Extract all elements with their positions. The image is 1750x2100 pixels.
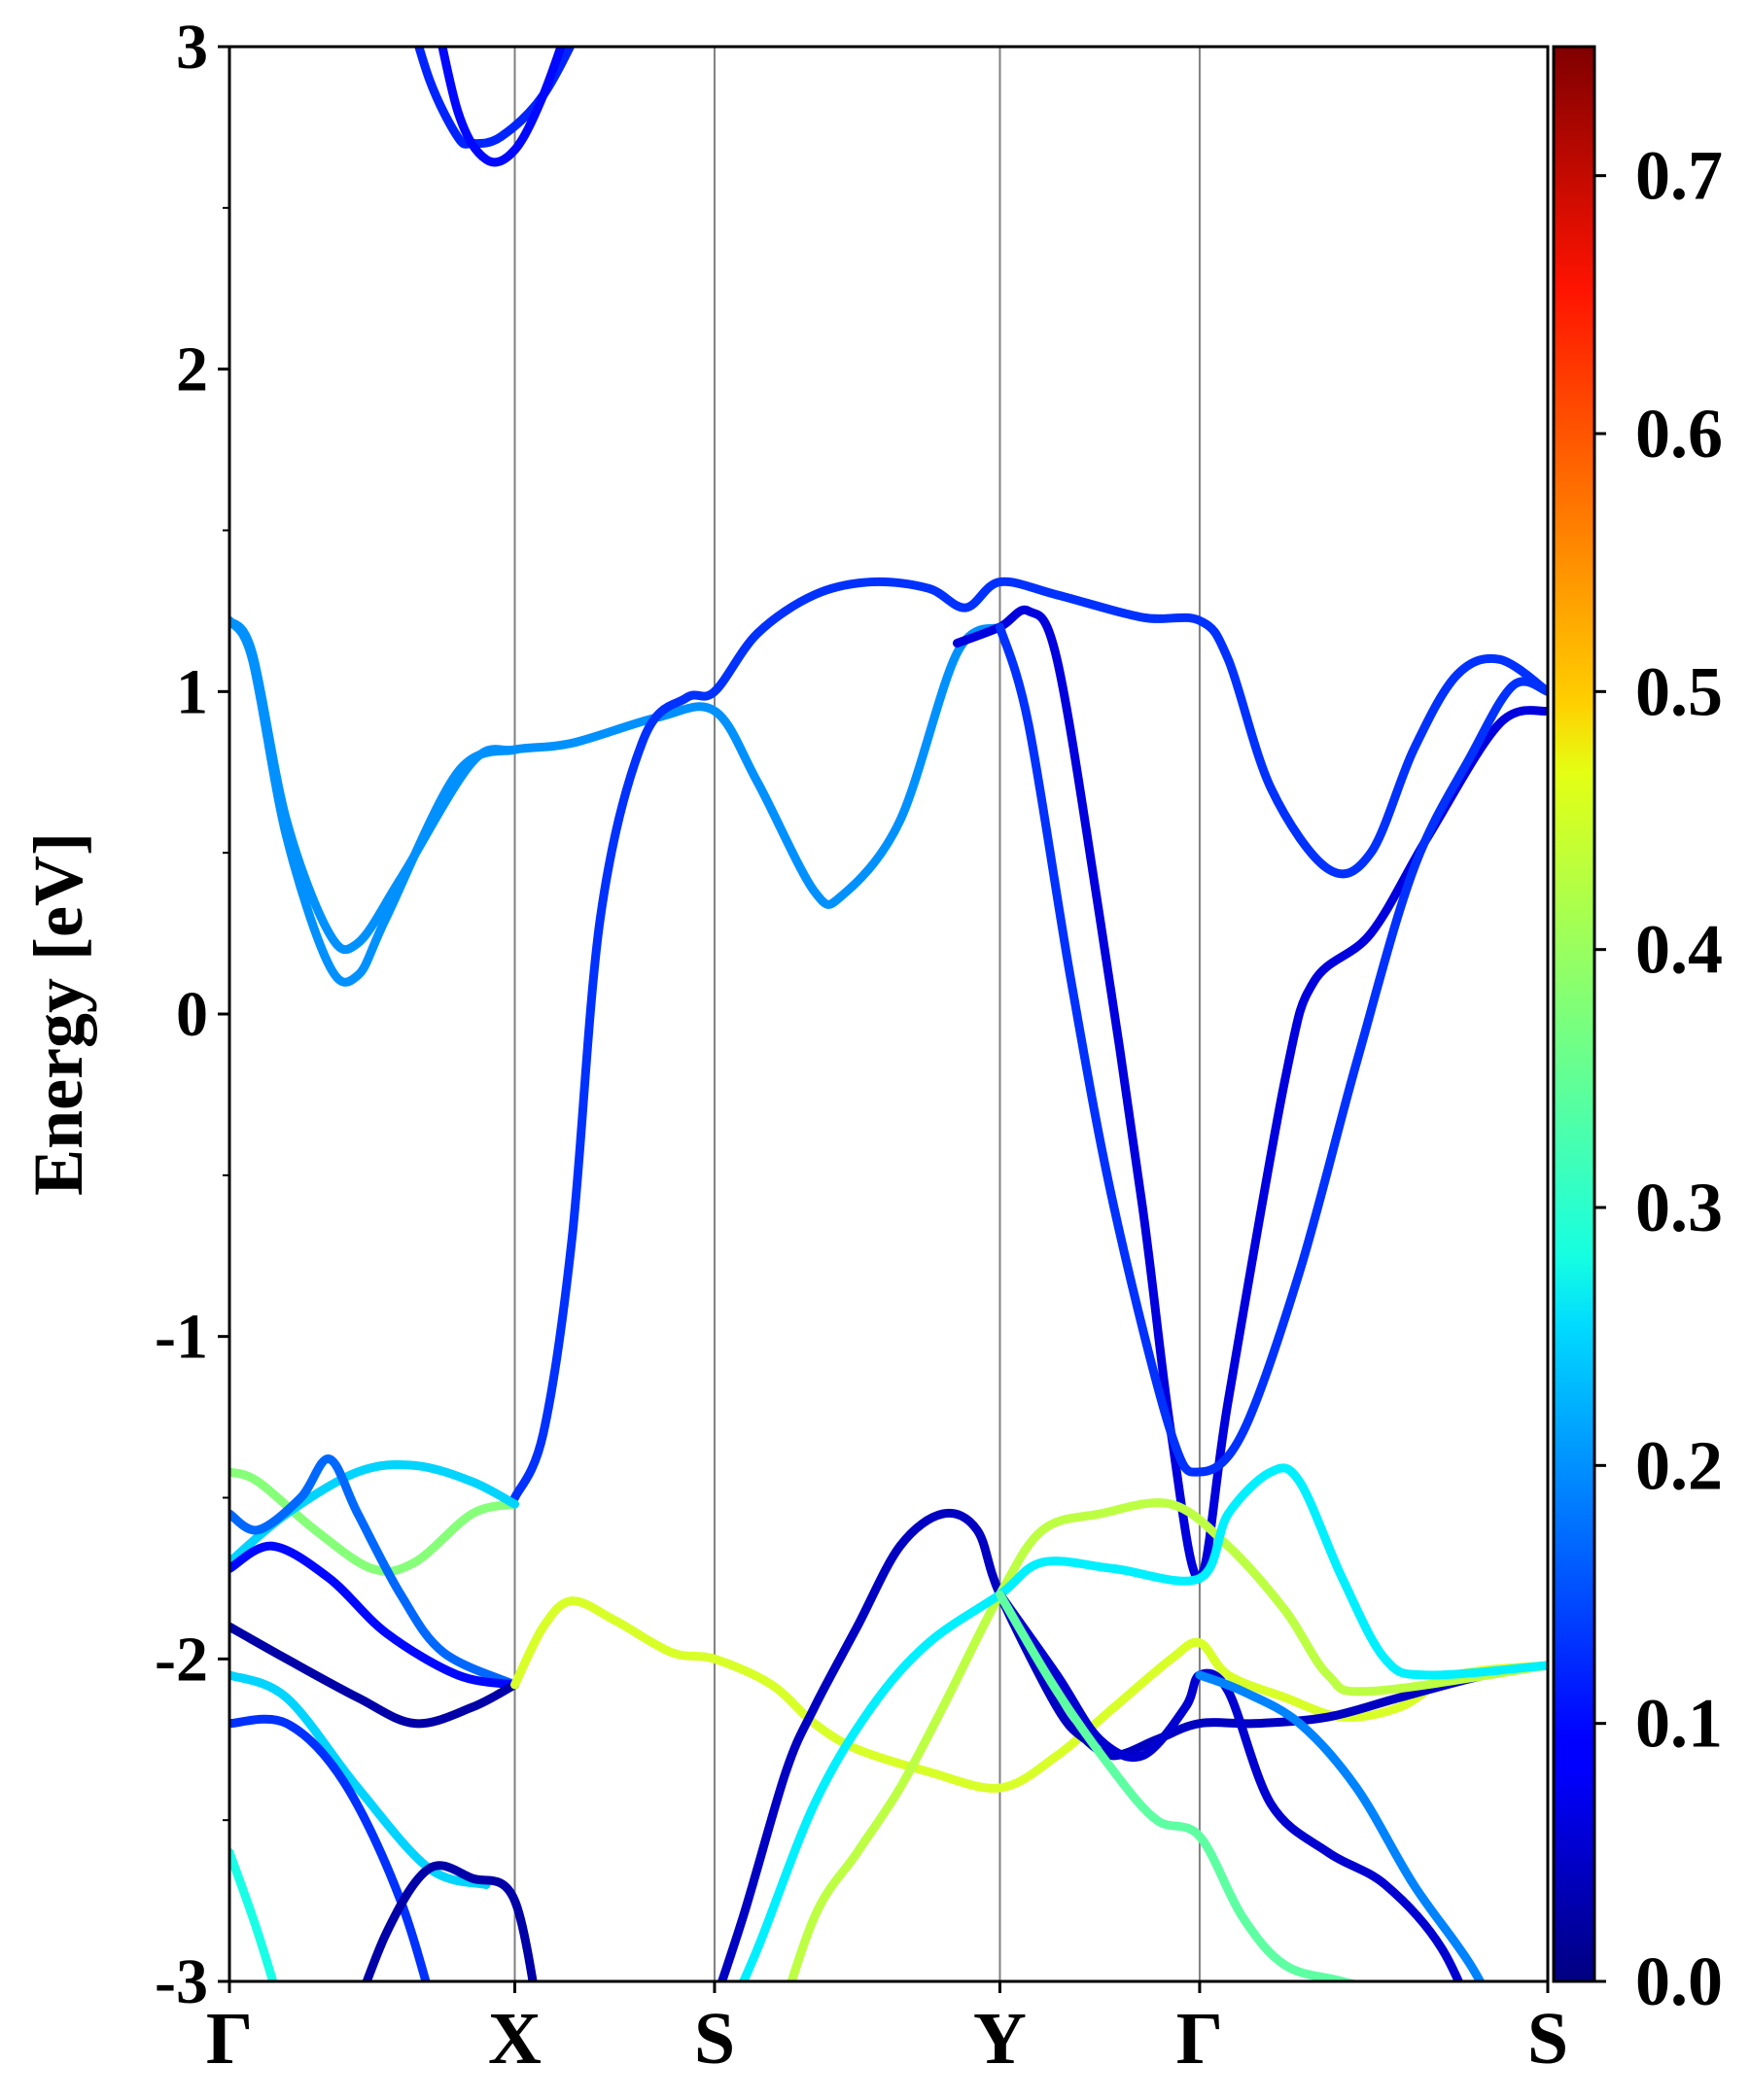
band-18	[717, 1508, 1548, 1981]
band-17	[229, 1847, 278, 1981]
y-tick-label: 0	[176, 979, 208, 1050]
band-23	[1195, 1670, 1486, 1981]
colorbar-tick-label: 0.4	[1635, 911, 1723, 989]
kpoint-label: S	[694, 1998, 735, 2080]
high-symmetry-lines	[513, 47, 1201, 1981]
band-12	[229, 1622, 520, 1729]
band-16	[362, 1861, 538, 1981]
band-21	[995, 1590, 1464, 1981]
band-8	[229, 1467, 520, 1576]
band-22	[995, 1590, 1363, 1981]
colorbar-tick-label: 0.7	[1635, 137, 1723, 215]
y-tick-label: 3	[176, 12, 208, 83]
band-10	[229, 1454, 520, 1690]
colorbar-tick-label: 0.2	[1635, 1426, 1723, 1504]
band-20	[738, 1463, 1548, 1981]
colorbar-tick-label: 0.6	[1635, 395, 1723, 472]
band-lines	[229, 47, 1548, 1981]
colorbar-tick-label: 0.5	[1635, 652, 1723, 730]
kpoint-label: S	[1527, 1998, 1568, 2080]
band-11	[229, 1541, 520, 1690]
band-7	[995, 622, 1548, 1477]
colorbar	[1552, 45, 1596, 1983]
colorbar-tick-label: 0.0	[1635, 1942, 1723, 2020]
colorbar-axis: 0.0 0.1 0.2 0.3 0.4 0.5 0.6 0.7	[1594, 137, 1723, 2020]
colorbar-tick-label: 0.1	[1635, 1685, 1723, 1763]
band-19	[787, 1498, 1548, 1981]
kpoint-label: X	[488, 1998, 542, 2080]
band-5	[510, 577, 1548, 1502]
y-axis: -3 -2 -1 0 1 2 3	[155, 12, 229, 2017]
band-1	[414, 47, 576, 149]
band-3	[229, 615, 1004, 955]
y-tick-label: -1	[155, 1302, 208, 1373]
kpoint-label: Y	[973, 1998, 1027, 2080]
band-13	[510, 1596, 1548, 1793]
band-6	[952, 605, 1548, 1583]
band-14	[229, 1670, 491, 1889]
y-axis-title: Energy [eV]	[19, 832, 97, 1196]
band-4	[229, 615, 520, 987]
kpoint-label: Γ	[1176, 1998, 1223, 2080]
band-15	[229, 1714, 431, 1981]
colorbar-tick-label: 0.3	[1635, 1169, 1723, 1246]
y-tick-label: 1	[176, 656, 208, 727]
y-tick-label: -2	[155, 1624, 208, 1695]
band-2	[438, 47, 566, 167]
y-tick-label: -3	[155, 1946, 208, 2017]
y-tick-label: 2	[176, 334, 208, 405]
kpoint-label: Γ	[206, 1998, 253, 2080]
